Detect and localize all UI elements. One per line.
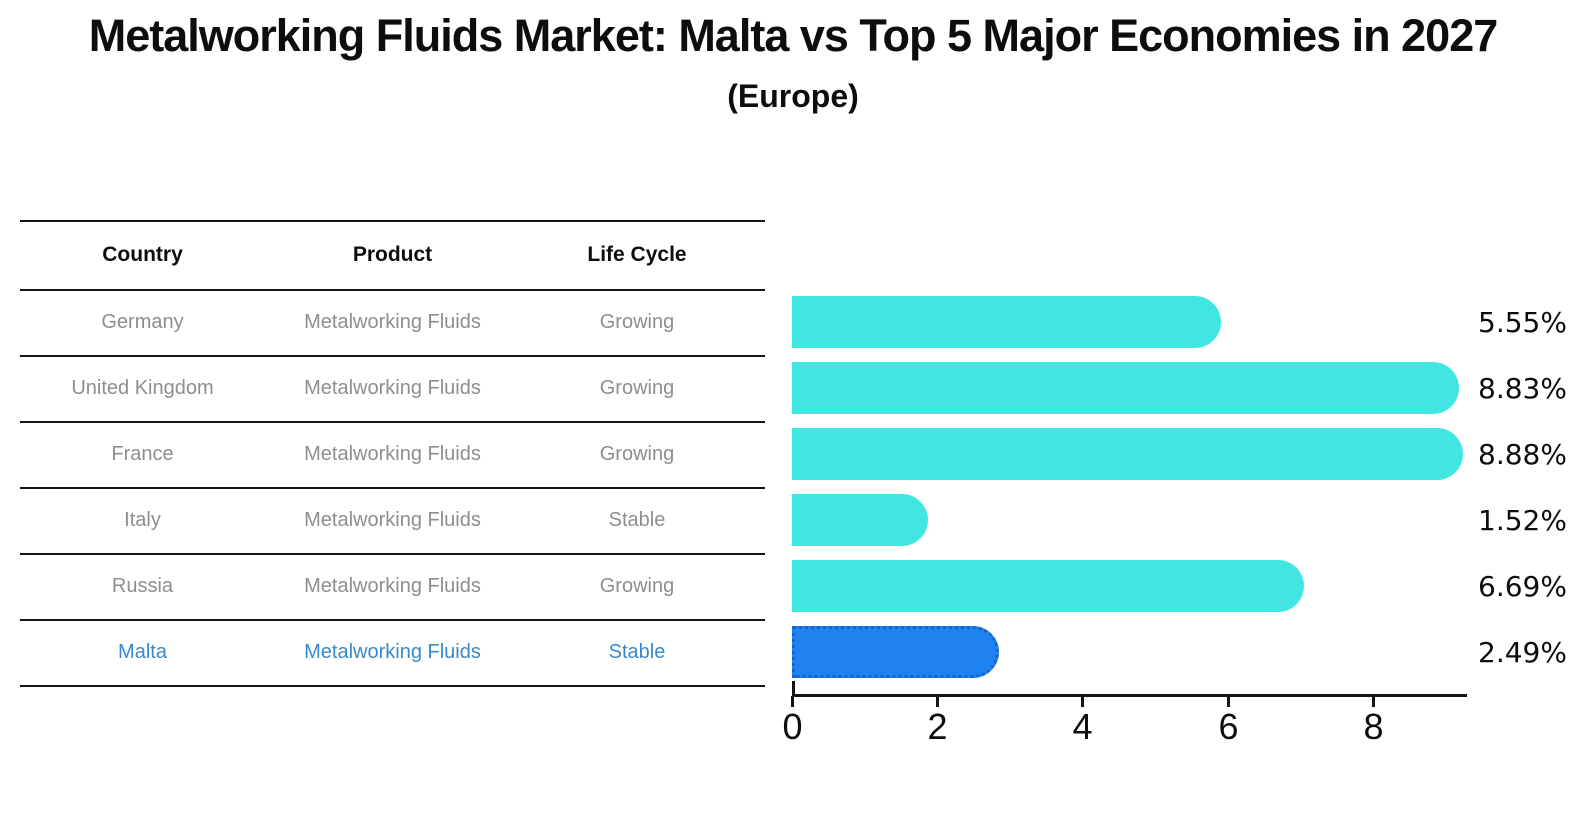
table-row-germany: Germany Metalworking Fluids Growing xyxy=(0,289,765,355)
cell-country: Italy xyxy=(124,508,161,531)
cell-product: Metalworking Fluids xyxy=(304,310,481,333)
cell-life-cycle: Stable xyxy=(608,640,666,663)
table-row-rule xyxy=(20,553,765,555)
table-row-rule xyxy=(20,619,765,621)
chart-subtitle: (Europe) xyxy=(727,78,859,114)
table-row-rule xyxy=(20,487,765,489)
value-label-malta: 2.49% xyxy=(1478,635,1567,669)
cell-life-cycle: Stable xyxy=(608,508,666,531)
x-axis-line xyxy=(792,694,1467,697)
column-header-country: Country xyxy=(102,243,183,266)
cell-product: Metalworking Fluids xyxy=(304,574,481,597)
table-top-rule xyxy=(20,220,765,222)
cell-life-cycle: Growing xyxy=(599,442,675,465)
x-tick-mark xyxy=(1372,696,1375,707)
cell-country: Russia xyxy=(111,574,174,597)
chart-title: Metalworking Fluids Market: Malta vs Top… xyxy=(88,10,1499,61)
column-header-life-cycle: Life Cycle xyxy=(587,243,687,266)
cell-life-cycle: Growing xyxy=(599,376,675,399)
bar-malta-highlighted xyxy=(792,626,999,678)
table-row-france: France Metalworking Fluids Growing xyxy=(0,421,765,487)
cell-country: Germany xyxy=(101,310,184,333)
cell-country: France xyxy=(111,442,174,465)
table-bottom-rule xyxy=(20,685,765,687)
value-label-italy: 1.52% xyxy=(1478,503,1567,537)
column-header-product: Product xyxy=(352,243,433,266)
value-label-france: 8.88% xyxy=(1478,437,1567,471)
x-tick-label: 6 xyxy=(1218,706,1238,747)
x-tick-mark xyxy=(791,696,794,707)
value-label-russia: 6.69% xyxy=(1478,569,1567,603)
value-label-germany: 5.55% xyxy=(1478,305,1567,339)
x-tick-mark xyxy=(1081,696,1084,707)
bar-italy xyxy=(792,494,929,546)
x-tick-mark xyxy=(1227,696,1230,707)
x-tick-mark xyxy=(936,696,939,707)
cell-product: Metalworking Fluids xyxy=(304,442,481,465)
bar-russia xyxy=(792,560,1304,612)
value-label-united-kingdom: 8.83% xyxy=(1478,371,1567,405)
table-row-rule xyxy=(20,421,765,423)
table-header-row: Country Product Life Cycle xyxy=(0,221,765,289)
cell-life-cycle: Growing xyxy=(599,310,675,333)
cell-life-cycle: Growing xyxy=(599,574,675,597)
x-tick-label: 2 xyxy=(927,706,947,747)
x-axis-corner-stub xyxy=(792,681,795,695)
table-header-rule xyxy=(20,289,765,291)
cell-product: Metalworking Fluids xyxy=(304,508,481,531)
x-tick-label: 0 xyxy=(782,706,802,747)
bar-france xyxy=(792,428,1463,480)
x-tick-label: 4 xyxy=(1072,706,1092,747)
x-tick-label: 8 xyxy=(1363,706,1383,747)
table-row-italy: Italy Metalworking Fluids Stable xyxy=(0,487,765,553)
cell-country: United Kingdom xyxy=(71,376,214,399)
bar-germany xyxy=(792,296,1221,348)
table-row-united-kingdom: United Kingdom Metalworking Fluids Growi… xyxy=(0,355,765,421)
table-row-russia: Russia Metalworking Fluids Growing xyxy=(0,553,765,619)
cell-product: Metalworking Fluids xyxy=(304,376,481,399)
table-row-malta: Malta Metalworking Fluids Stable xyxy=(0,619,765,685)
table-row-rule xyxy=(20,355,765,357)
bar-united-kingdom xyxy=(792,362,1460,414)
cell-product: Metalworking Fluids xyxy=(304,640,481,663)
cell-country: Malta xyxy=(118,640,167,663)
